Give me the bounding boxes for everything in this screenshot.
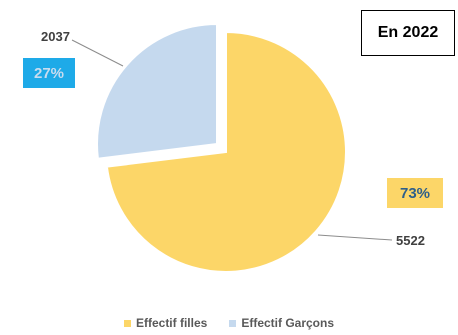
leader-line-garcons — [71, 39, 124, 67]
percent-label-filles: 73% — [387, 178, 443, 208]
pie-slice-garcons — [96, 23, 219, 160]
legend-swatch-garcons — [229, 319, 237, 327]
leader-line-filles — [317, 234, 393, 241]
year-annotation-box: En 2022 — [361, 10, 455, 56]
pie-slice-filles — [105, 30, 347, 273]
legend-item-filles: Effectif filles — [123, 316, 208, 330]
legend-swatch-filles — [123, 319, 131, 327]
legend-label-filles: Effectif filles — [135, 316, 208, 330]
legend: Effectif filles Effectif Garçons — [0, 316, 458, 330]
legend-label-garcons: Effectif Garçons — [241, 316, 335, 330]
percent-label-garcons: 27% — [23, 58, 75, 88]
value-label-filles: 5522 — [396, 233, 425, 248]
legend-item-garcons: Effectif Garçons — [229, 316, 334, 330]
value-label-garcons: 2037 — [41, 29, 70, 44]
